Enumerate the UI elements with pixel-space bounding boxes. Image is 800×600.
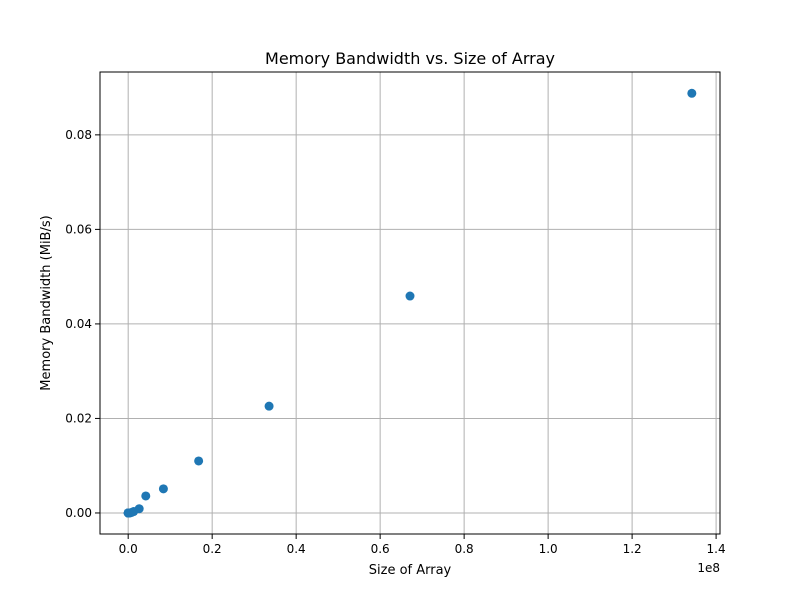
y-tick-label: 0.08 <box>65 128 92 142</box>
y-tick-label: 0.00 <box>65 506 92 520</box>
x-axis-label: Size of Array <box>369 563 452 578</box>
grid-layer <box>100 72 720 534</box>
data-point <box>264 401 274 411</box>
y-tick-label: 0.02 <box>65 411 92 425</box>
x-tick-label: 0.2 <box>203 542 222 556</box>
data-point <box>141 491 151 501</box>
x-tick-label: 1.4 <box>707 542 726 556</box>
plot-frame <box>99 71 721 535</box>
x-tick-label: 1.0 <box>539 542 558 556</box>
data-point <box>158 484 168 494</box>
x-axis-offset-label: 1e8 <box>697 561 720 575</box>
x-tick-label: 0.6 <box>371 542 390 556</box>
data-point <box>405 291 415 301</box>
x-tick-label: 1.2 <box>623 542 642 556</box>
data-point <box>687 88 697 98</box>
axis-ticks: 0.0 0.2 0.4 0.6 0.8 1.0 1.2 1.4 0.00 0.02 0.04 0.06… <box>65 128 725 556</box>
x-tick-label: 0.4 <box>287 542 306 556</box>
x-tick-label: 0.8 <box>455 542 474 556</box>
x-tick-label: 0.0 <box>119 542 138 556</box>
y-axis-label: Memory Bandwidth (MiB/s) <box>39 215 54 390</box>
chart-title: Memory Bandwidth vs. Size of Array <box>265 49 555 68</box>
data-point <box>134 504 144 514</box>
y-tick-label: 0.04 <box>65 317 92 331</box>
data-points <box>123 88 697 518</box>
data-point <box>194 456 204 466</box>
y-tick-label: 0.06 <box>65 222 92 236</box>
